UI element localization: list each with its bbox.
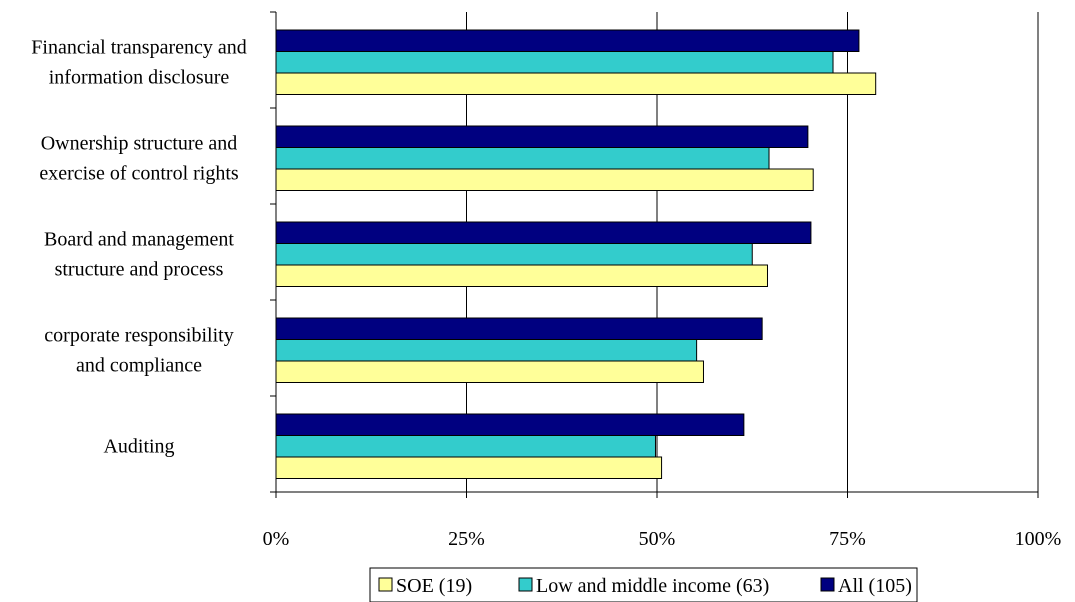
category-label-3-line-1: Board and management [44, 228, 234, 250]
category-label-2-line-2: exercise of control rights [39, 162, 239, 184]
category-label-1-line-2: information disclosure [49, 66, 230, 88]
category-label-4-line-2: and compliance [76, 354, 202, 376]
bar-3-series-1 [276, 222, 811, 244]
bar-1-series-2 [276, 52, 833, 74]
bar-5-series-3 [276, 457, 662, 479]
bar-3-series-2 [276, 244, 752, 266]
bar-4-series-2 [276, 340, 697, 362]
bar-5-series-2 [276, 436, 655, 458]
bar-5-series-1 [276, 414, 744, 436]
bar-2-series-1 [276, 126, 808, 148]
x-tick-label-0: 0% [263, 528, 290, 550]
x-tick-label-25: 25% [448, 528, 485, 550]
bar-2-series-3 [276, 169, 813, 191]
category-label-4-line-1: corporate responsibility [44, 324, 233, 346]
bar-4-series-1 [276, 318, 762, 340]
category-label-1-line-1: Financial transparency and [31, 36, 246, 58]
legend-swatch-2 [519, 578, 532, 591]
x-tick-label-100: 100% [1015, 528, 1062, 550]
bar-3-series-3 [276, 265, 767, 287]
bar-2-series-2 [276, 148, 769, 170]
x-tick-label-50: 50% [639, 528, 676, 550]
bar-4-series-3 [276, 361, 703, 383]
legend-label-1: SOE (19) [396, 575, 472, 597]
category-label-3-line-2: structure and process [55, 258, 224, 280]
x-tick-label-75: 75% [829, 528, 866, 550]
legend-label-3: All (105) [838, 575, 912, 597]
bar-1-series-3 [276, 73, 876, 95]
legend-label-2: Low and middle income (63) [536, 575, 769, 597]
bar-1-series-1 [276, 30, 859, 52]
legend-swatch-3 [821, 578, 834, 591]
category-label-5-line-1: Auditing [103, 435, 174, 457]
legend-swatch-1 [379, 578, 392, 591]
category-label-2-line-1: Ownership structure and [41, 132, 238, 154]
